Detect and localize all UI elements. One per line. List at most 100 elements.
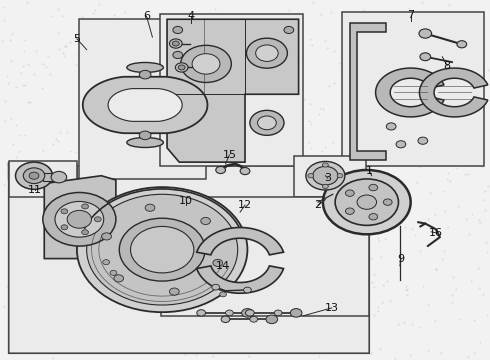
Text: 1: 1 bbox=[366, 166, 373, 176]
Circle shape bbox=[192, 54, 220, 74]
Circle shape bbox=[102, 233, 111, 240]
Circle shape bbox=[173, 26, 183, 33]
Circle shape bbox=[216, 166, 225, 174]
Circle shape bbox=[172, 41, 179, 46]
Circle shape bbox=[181, 45, 231, 82]
Bar bbox=[343, 12, 484, 166]
Circle shape bbox=[77, 187, 247, 312]
Polygon shape bbox=[83, 77, 207, 133]
Circle shape bbox=[110, 270, 117, 275]
Circle shape bbox=[246, 38, 288, 68]
Circle shape bbox=[418, 137, 428, 144]
Text: 12: 12 bbox=[238, 200, 252, 210]
Bar bbox=[9, 161, 77, 197]
Circle shape bbox=[245, 310, 254, 316]
Circle shape bbox=[175, 63, 188, 72]
Circle shape bbox=[61, 209, 68, 214]
Circle shape bbox=[357, 195, 376, 209]
Circle shape bbox=[308, 174, 314, 178]
Circle shape bbox=[322, 184, 328, 189]
Circle shape bbox=[221, 316, 230, 323]
Circle shape bbox=[244, 287, 251, 293]
Ellipse shape bbox=[127, 63, 163, 72]
Circle shape bbox=[201, 217, 211, 225]
Circle shape bbox=[386, 123, 396, 130]
Circle shape bbox=[145, 204, 155, 211]
Circle shape bbox=[61, 225, 68, 230]
Circle shape bbox=[212, 284, 220, 290]
Circle shape bbox=[345, 208, 354, 215]
Circle shape bbox=[258, 116, 276, 130]
Polygon shape bbox=[419, 68, 488, 117]
Circle shape bbox=[457, 41, 466, 48]
Circle shape bbox=[419, 29, 432, 38]
Ellipse shape bbox=[127, 138, 163, 148]
Text: 9: 9 bbox=[397, 253, 404, 264]
Circle shape bbox=[420, 53, 431, 61]
Circle shape bbox=[345, 190, 354, 196]
Circle shape bbox=[256, 45, 278, 62]
Circle shape bbox=[250, 316, 258, 322]
Circle shape bbox=[51, 171, 67, 183]
Text: 5: 5 bbox=[74, 34, 80, 44]
Text: 15: 15 bbox=[222, 150, 236, 160]
Text: 14: 14 bbox=[216, 261, 230, 271]
Circle shape bbox=[284, 26, 294, 33]
Circle shape bbox=[220, 292, 226, 297]
Bar bbox=[160, 14, 303, 166]
Circle shape bbox=[95, 217, 101, 222]
Circle shape bbox=[274, 310, 282, 316]
Bar bbox=[43, 173, 60, 181]
Text: 11: 11 bbox=[27, 185, 42, 195]
Bar bbox=[294, 156, 366, 197]
Circle shape bbox=[369, 184, 378, 191]
Circle shape bbox=[225, 310, 233, 316]
Circle shape bbox=[16, 162, 52, 189]
Text: 10: 10 bbox=[178, 196, 193, 206]
Circle shape bbox=[119, 218, 205, 281]
Polygon shape bbox=[9, 162, 369, 353]
Bar bbox=[79, 18, 206, 179]
Circle shape bbox=[139, 131, 151, 140]
Circle shape bbox=[82, 204, 89, 209]
Circle shape bbox=[173, 51, 183, 59]
Text: 2: 2 bbox=[315, 200, 321, 210]
Circle shape bbox=[250, 111, 284, 135]
Circle shape bbox=[130, 226, 194, 273]
Circle shape bbox=[383, 199, 392, 205]
Polygon shape bbox=[44, 176, 116, 258]
Text: 16: 16 bbox=[429, 228, 443, 238]
Circle shape bbox=[29, 172, 39, 179]
Circle shape bbox=[67, 210, 92, 228]
Circle shape bbox=[396, 141, 406, 148]
Circle shape bbox=[337, 174, 343, 178]
Polygon shape bbox=[350, 23, 386, 160]
Circle shape bbox=[197, 310, 205, 316]
Polygon shape bbox=[196, 266, 284, 293]
Polygon shape bbox=[108, 89, 182, 121]
Circle shape bbox=[213, 259, 222, 266]
Circle shape bbox=[266, 315, 278, 324]
Circle shape bbox=[306, 161, 345, 190]
Circle shape bbox=[212, 284, 219, 289]
Circle shape bbox=[323, 170, 411, 234]
Circle shape bbox=[24, 168, 45, 184]
Text: 6: 6 bbox=[143, 12, 150, 21]
Text: 7: 7 bbox=[407, 10, 414, 20]
Text: 4: 4 bbox=[188, 11, 195, 21]
Circle shape bbox=[369, 213, 378, 220]
Text: 13: 13 bbox=[325, 303, 339, 313]
Circle shape bbox=[103, 260, 110, 265]
Polygon shape bbox=[376, 68, 444, 117]
Circle shape bbox=[335, 179, 398, 225]
Text: 8: 8 bbox=[443, 61, 451, 71]
Bar bbox=[161, 197, 369, 316]
Circle shape bbox=[114, 275, 123, 282]
Circle shape bbox=[55, 202, 104, 237]
Text: 3: 3 bbox=[324, 173, 331, 183]
Circle shape bbox=[82, 230, 89, 235]
Circle shape bbox=[313, 166, 338, 185]
Polygon shape bbox=[196, 228, 284, 255]
Circle shape bbox=[43, 193, 116, 246]
Circle shape bbox=[322, 163, 328, 167]
